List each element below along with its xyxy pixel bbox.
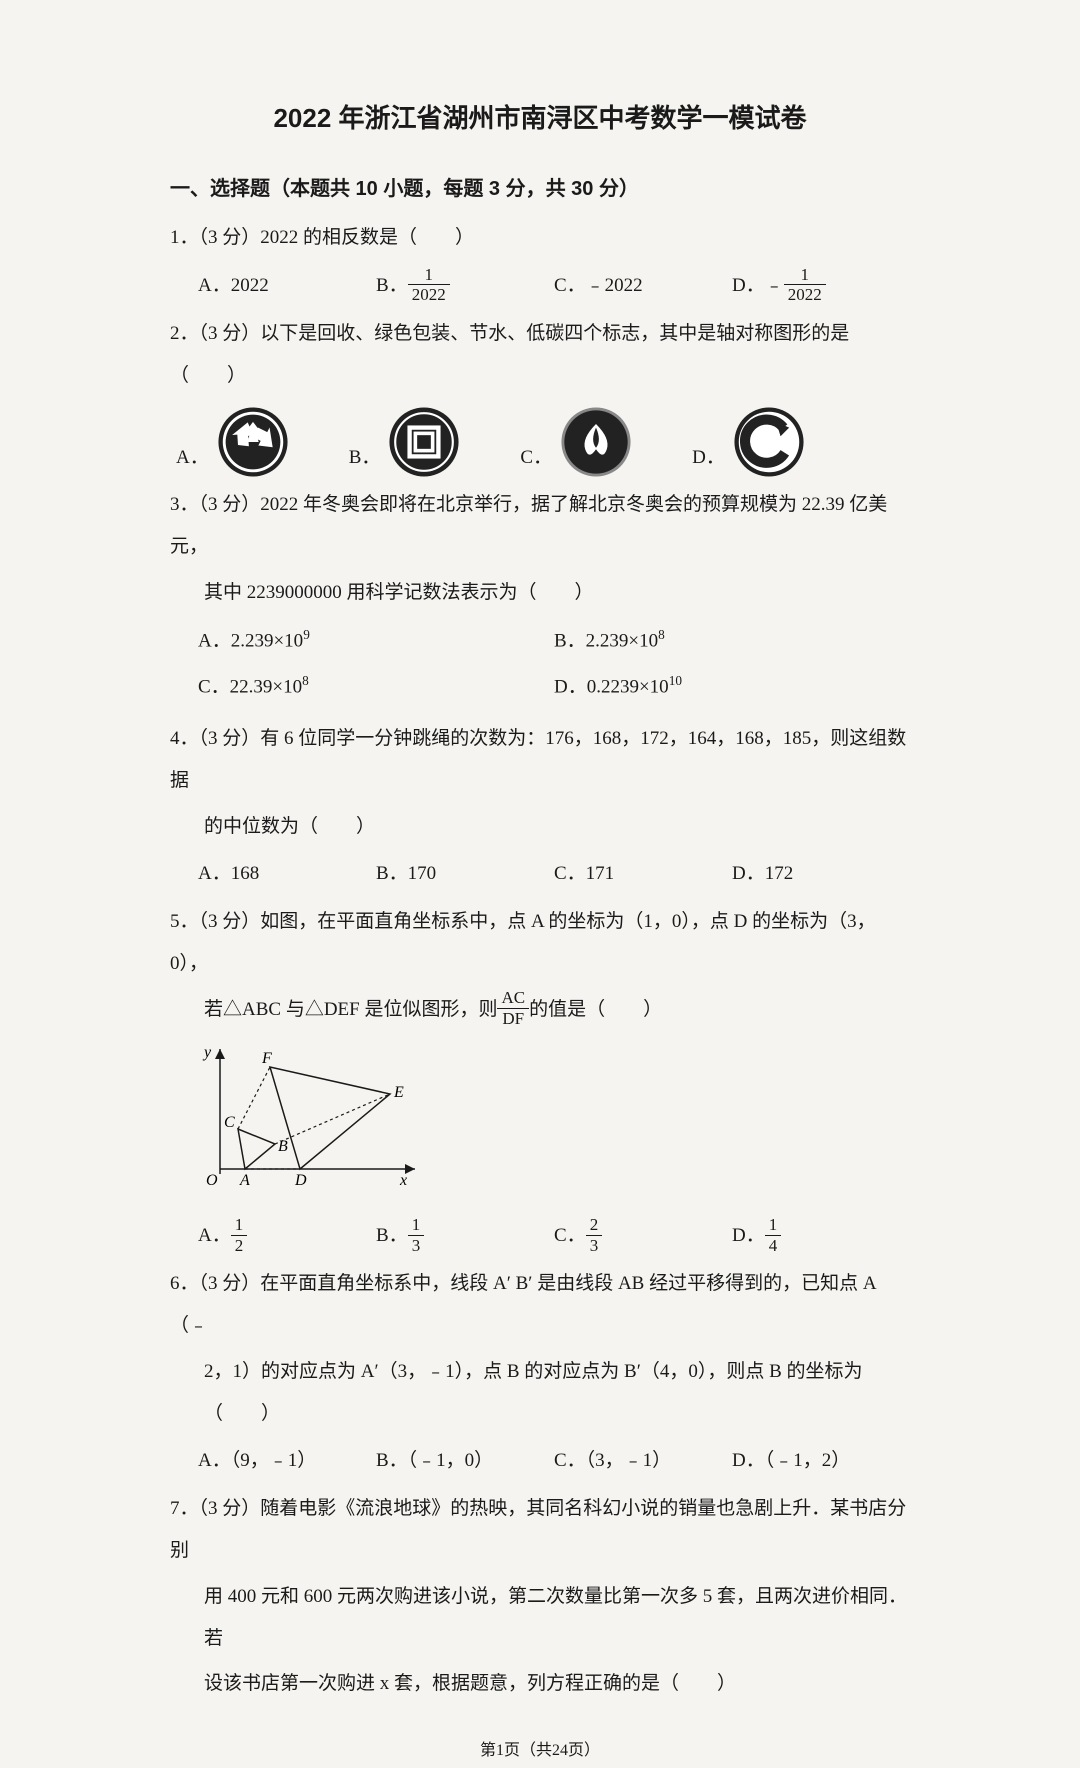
q5-opt-b: B．13 [376, 1215, 554, 1257]
q1-opt-a: A．2022 [198, 265, 376, 307]
label-O: O [206, 1172, 218, 1189]
q5-opt-d: D．14 [732, 1215, 910, 1257]
q5-cont-post: 的值是（ ） [529, 999, 662, 1020]
q7-cont2: 设该书店第一次购进 x 套，根据题意，列方程正确的是（ ） [170, 1663, 910, 1705]
q4-stem: 4．（3 分）有 6 位同学一分钟跳绳的次数为：176，168，172，164，… [170, 718, 910, 802]
q5-stem: 5．（3 分）如图，在平面直角坐标系中，点 A 的坐标为（1，0），点 D 的坐… [170, 901, 910, 985]
q6-opt-b: B．（﹣1，0） [376, 1440, 554, 1482]
label-x: x [399, 1172, 407, 1189]
q5-opt-a: A．12 [198, 1215, 376, 1257]
q3-options: A．2.239×109 B．2.239×108 C．22.39×108 D．0.… [170, 620, 910, 712]
q6-opt-a: A．（9，﹣1） [198, 1440, 376, 1482]
section-header: 一、选择题（本题共 10 小题，每题 3 分，共 30 分） [170, 167, 910, 211]
q2-logo-b: B． [349, 406, 461, 478]
q2-logo-d: D． [692, 406, 805, 478]
recycle-icon [217, 406, 289, 478]
q2-d-label: D． [692, 437, 725, 479]
q1-options: A．2022 B．12022 C．﹣2022 D．﹣12022 [170, 265, 910, 307]
label-B: B [278, 1138, 288, 1155]
q6-cont: 2，1）的对应点为 A′（3，﹣1），点 B 的对应点为 B′（4，0），则点 … [170, 1351, 910, 1435]
q5-opt-c: C．23 [554, 1215, 732, 1257]
q2-c-label: C． [520, 437, 552, 479]
label-A: A [239, 1172, 250, 1189]
q1-opt-b: B．12022 [376, 265, 554, 307]
label-F: F [261, 1050, 272, 1067]
q3-stem: 3．（3 分）2022 年冬奥会即将在北京举行，据了解北京冬奥会的预算规模为 2… [170, 484, 910, 568]
q3-opt-a: A．2.239×109 [198, 620, 554, 662]
q1-opt-d: D．﹣12022 [732, 265, 910, 307]
q1-opt-c: C．﹣2022 [554, 265, 732, 307]
page-footer: 第1页（共24页） [170, 1733, 910, 1768]
low-carbon-icon [733, 406, 805, 478]
q5-ratio-frac: ACDF [497, 988, 529, 1028]
q2-logos: A． B． C． D． [170, 406, 910, 478]
water-save-icon [560, 406, 632, 478]
q5-options: A．12 B．13 C．23 D．14 [170, 1215, 910, 1257]
q2-b-label: B． [349, 437, 381, 479]
q1-b-frac: 12022 [408, 265, 450, 305]
q1-stem: 1．（3 分）2022 的相反数是（ ） [170, 217, 910, 259]
q2-logo-c: C． [520, 406, 632, 478]
q6-opt-d: D．（﹣1，2） [732, 1440, 910, 1482]
q5-figure: O A D x y B C E F [200, 1039, 910, 1210]
q4-opt-b: B．170 [376, 853, 554, 895]
q3-opt-b: B．2.239×108 [554, 620, 910, 662]
q7-cont1: 用 400 元和 600 元两次购进该小说，第二次数量比第一次多 5 套，且两次… [170, 1576, 910, 1660]
q4-options: A．168 B．170 C．171 D．172 [170, 853, 910, 895]
page-title: 2022 年浙江省湖州市南浔区中考数学一模试卷 [170, 90, 910, 147]
q6-opt-c: C．（3，﹣1） [554, 1440, 732, 1482]
q2-logo-a: A． [176, 406, 289, 478]
q3-opt-d: D．0.2239×1010 [554, 666, 910, 708]
q6-stem: 6．（3 分）在平面直角坐标系中，线段 A′ B′ 是由线段 AB 经过平移得到… [170, 1263, 910, 1347]
q3-opt-c: C．22.39×108 [198, 666, 554, 708]
label-y: y [202, 1044, 212, 1061]
q1-b-lead: B． [376, 275, 408, 296]
q1-d-lead: D．﹣ [732, 275, 784, 296]
q7-stem: 7．（3 分）随着电影《流浪地球》的热映，其同名科幻小说的销量也急剧上升．某书店… [170, 1488, 910, 1572]
q2-stem: 2．（3 分）以下是回收、绿色包装、节水、低碳四个标志，其中是轴对称图形的是（ … [170, 313, 910, 397]
label-E: E [393, 1084, 404, 1101]
q5-cont-pre: 若△ABC 与△DEF 是位似图形，则 [204, 999, 497, 1020]
q3-cont: 其中 2239000000 用科学记数法表示为（ ） [170, 572, 910, 614]
label-D: D [294, 1172, 307, 1189]
q6-options: A．（9，﹣1） B．（﹣1，0） C．（3，﹣1） D．（﹣1，2） [170, 1440, 910, 1482]
q4-opt-d: D．172 [732, 853, 910, 895]
green-pack-icon [388, 406, 460, 478]
q4-cont: 的中位数为（ ） [170, 806, 910, 848]
q2-a-label: A． [176, 437, 209, 479]
q4-opt-c: C．171 [554, 853, 732, 895]
q5-cont: 若△ABC 与△DEF 是位似图形，则ACDF的值是（ ） [170, 989, 910, 1031]
q4-opt-a: A．168 [198, 853, 376, 895]
label-C: C [224, 1114, 235, 1131]
q1-d-frac: 12022 [784, 265, 826, 305]
